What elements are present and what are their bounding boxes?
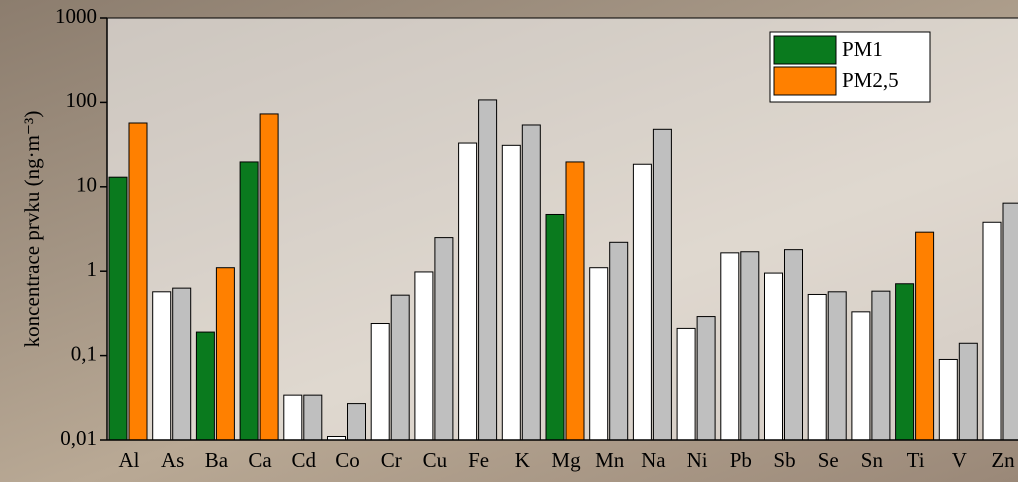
bar [173, 288, 191, 440]
bar [502, 145, 520, 440]
bar [304, 395, 322, 440]
bar [348, 404, 366, 440]
x-tick-label: Pb [730, 448, 752, 472]
x-tick-label: Ba [205, 448, 229, 472]
x-tick-label: V [952, 448, 967, 472]
x-tick-label: Al [119, 448, 140, 472]
bar [741, 252, 759, 440]
bar [129, 123, 147, 440]
bar [415, 272, 433, 440]
bar [765, 273, 783, 440]
legend-label: PM1 [842, 37, 883, 61]
x-tick-label: Ni [687, 448, 708, 472]
bar [633, 164, 651, 440]
bar [939, 359, 957, 440]
x-tick-label: As [161, 448, 184, 472]
bar [479, 100, 497, 440]
bar [852, 312, 870, 440]
bar [435, 238, 453, 440]
bar [896, 284, 914, 440]
bar [916, 232, 934, 440]
bar [785, 250, 803, 440]
x-tick-label: Zn [991, 448, 1015, 472]
x-tick-label: Co [335, 448, 360, 472]
x-tick-label: Cd [292, 448, 317, 472]
legend-swatch [774, 36, 836, 64]
y-tick-label: 1 [87, 257, 98, 281]
x-tick-label: Sb [773, 448, 795, 472]
y-tick-label: 100 [66, 88, 98, 112]
y-axis-label: koncentrace prvku (ng·m⁻³) [20, 111, 44, 348]
bar [590, 268, 608, 440]
y-tick-label: 0,01 [60, 426, 97, 450]
bar [196, 332, 214, 440]
x-tick-label: Mg [551, 448, 581, 472]
x-tick-label: Cr [381, 448, 402, 472]
bar [153, 292, 171, 440]
bar [391, 295, 409, 440]
bar [697, 317, 715, 440]
bar [260, 114, 278, 440]
x-tick-label: Cu [423, 448, 448, 472]
x-tick-label: Ca [248, 448, 272, 472]
bar [522, 125, 540, 440]
bar [1003, 203, 1018, 440]
chart: koncentrace prvku (ng·m⁻³) Al As Ba Ca Cd Co C… [0, 0, 1018, 482]
bar [284, 395, 302, 440]
bar [216, 268, 234, 440]
x-tick-label: Mn [595, 448, 625, 472]
bar [959, 343, 977, 440]
y-tick-label: 0,1 [71, 341, 97, 365]
bar [371, 324, 389, 440]
bar [872, 291, 890, 440]
bar [653, 129, 671, 440]
bar [459, 143, 477, 440]
legend-label: PM2,5 [842, 68, 899, 92]
x-tick-label: Se [818, 448, 839, 472]
bar [566, 162, 584, 440]
y-tick-label: 1000 [55, 4, 97, 28]
x-tick-label: Ti [907, 448, 925, 472]
bar [109, 177, 127, 440]
bar [677, 328, 695, 440]
bar [808, 294, 826, 440]
x-tick-label: Sn [861, 448, 884, 472]
x-tick-label: Na [641, 448, 666, 472]
bar [546, 214, 564, 440]
bar [610, 242, 628, 440]
legend-swatch [774, 67, 836, 95]
bar [828, 292, 846, 440]
x-tick-label: Fe [468, 448, 489, 472]
bar [721, 253, 739, 440]
x-tick-label: K [515, 448, 530, 472]
y-tick-label: 10 [76, 173, 97, 197]
bar [983, 222, 1001, 440]
bar [240, 162, 258, 440]
